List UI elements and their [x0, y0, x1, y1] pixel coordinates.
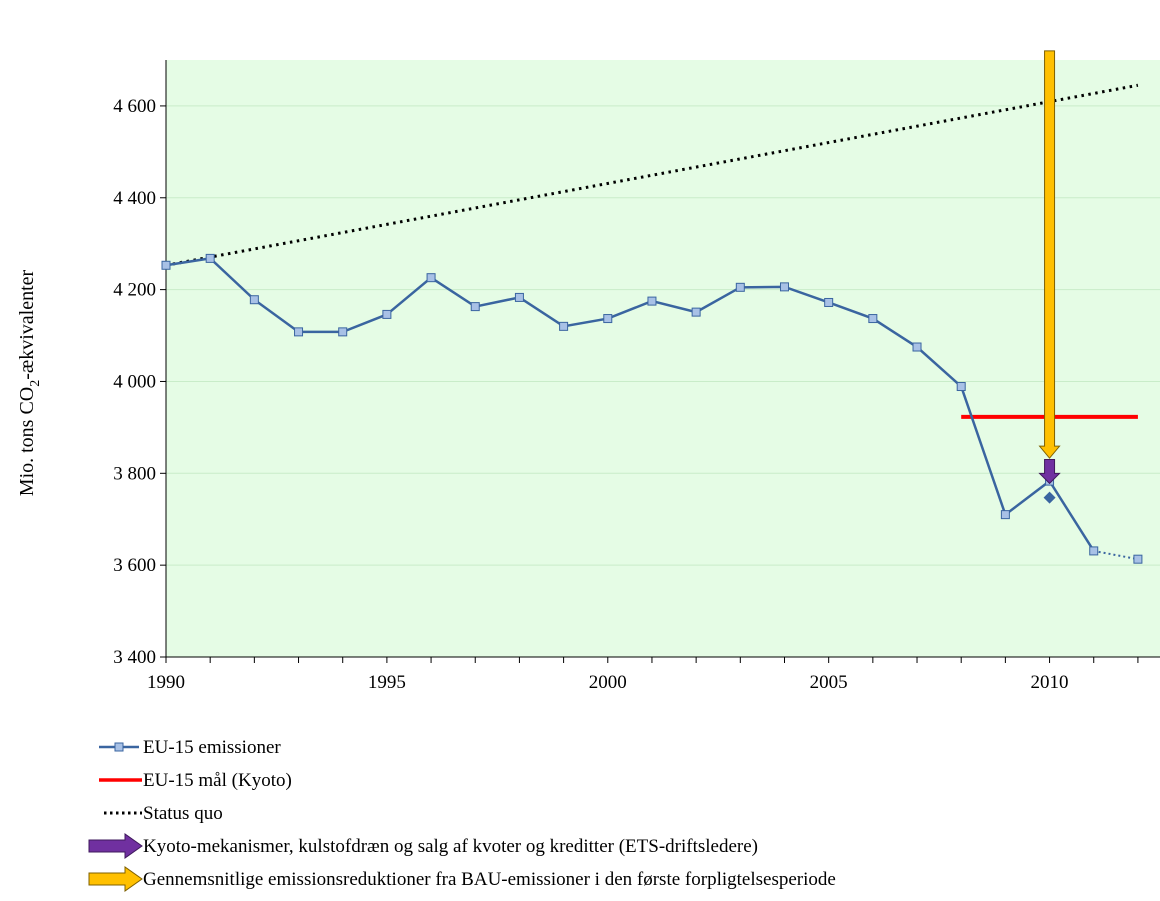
emissions-marker: [603, 314, 613, 324]
kyoto-diamond-marker: [1043, 491, 1056, 504]
y-tick-label: 3 800: [113, 463, 156, 484]
emissions-marker: [161, 260, 171, 270]
emissions-marker: [470, 302, 480, 312]
y-tick-label: 4 600: [113, 96, 156, 117]
legend-label-bau-reductions: Gennemsnitlige emissionsreduktioner fra …: [143, 868, 836, 890]
plot-area: [166, 60, 1160, 657]
emissions-marker: [426, 273, 436, 283]
emissions-marker: [1000, 510, 1010, 520]
emissions-marker: [647, 296, 657, 306]
chart-legend: EU-15 emissioner EU-15 mål (Kyoto) Statu…: [85, 731, 836, 896]
legend-label-status-quo: Status quo: [143, 802, 223, 824]
emissions-marker: [559, 321, 569, 331]
emissions-marker: [735, 282, 745, 292]
legend-item-bau-reductions: Gennemsnitlige emissionsreduktioner fra …: [85, 863, 836, 896]
annotations: [1038, 50, 1061, 485]
legend-label-emissions: EU-15 emissioner: [143, 736, 281, 758]
bau-reduction-arrow: [1038, 50, 1061, 459]
legend-label-kyoto-mechanisms: Kyoto-mekanismer, kulstofdræn og salg af…: [143, 835, 758, 857]
legend-item-status-quo: Status quo: [85, 797, 836, 830]
emissions-marker: [691, 307, 701, 317]
emissions-marker: [382, 309, 392, 319]
emissions-marker: [294, 327, 304, 337]
emissions-marker: [912, 342, 922, 352]
emissions-marker: [338, 327, 348, 337]
legend-arrow-yellow-icon: [88, 866, 143, 892]
legend-symbol-target: [99, 778, 142, 782]
emissions-marker: [205, 253, 215, 263]
legend-label-target: EU-15 mål (Kyoto): [143, 769, 292, 791]
y-tick-label: 3 400: [113, 647, 156, 668]
x-tick-label: 1995: [368, 672, 406, 693]
x-tick-label: 2005: [810, 672, 848, 693]
emissions-marker: [1089, 546, 1099, 556]
emissions-marker: [956, 382, 966, 392]
legend-symbol-status-quo: [104, 811, 142, 815]
legend-arrow-purple-icon: [88, 833, 143, 859]
y-tick-label: 3 600: [113, 555, 156, 576]
y-tick-label: 4 400: [113, 188, 156, 209]
emissions-line: [165, 257, 1095, 552]
x-tick-label: 2000: [589, 672, 627, 693]
legend-item-emissions: EU-15 emissioner: [85, 731, 836, 764]
y-tick-label: 4 200: [113, 280, 156, 301]
legend-item-target: EU-15 mål (Kyoto): [85, 764, 836, 797]
x-tick-label: 1990: [147, 672, 185, 693]
emissions-marker: [824, 297, 834, 307]
emissions-marker: [249, 295, 259, 305]
y-axis-ticks: 3 400 3 600 3 800 4 000 4 200 4 400 4 600: [113, 96, 166, 668]
legend-symbol-emissions: [99, 742, 139, 752]
x-tick-label: 2010: [1031, 672, 1069, 693]
y-tick-label: 4 000: [113, 371, 156, 392]
emissions-marker: [1133, 554, 1143, 564]
emissions-marker: [514, 292, 524, 302]
emissions-marker: [779, 282, 789, 292]
y-axis-label: Mio. tons CO2-ækvivalenter: [16, 269, 43, 496]
kyoto-mechanisms-arrow: [1038, 459, 1061, 485]
emissions-marker: [868, 314, 878, 324]
legend-item-kyoto-mechanisms: Kyoto-mekanismer, kulstofdræn og salg af…: [85, 830, 836, 863]
axes: [165, 60, 1160, 658]
gridlines: [166, 105, 1160, 566]
emissions-chart: 3 400 3 600 3 800 4 000 4 200 4 400 4 600 1990…: [16, 50, 1160, 693]
x-axis-ticks: 1990 1995 2000 2005 2010: [147, 657, 1139, 693]
